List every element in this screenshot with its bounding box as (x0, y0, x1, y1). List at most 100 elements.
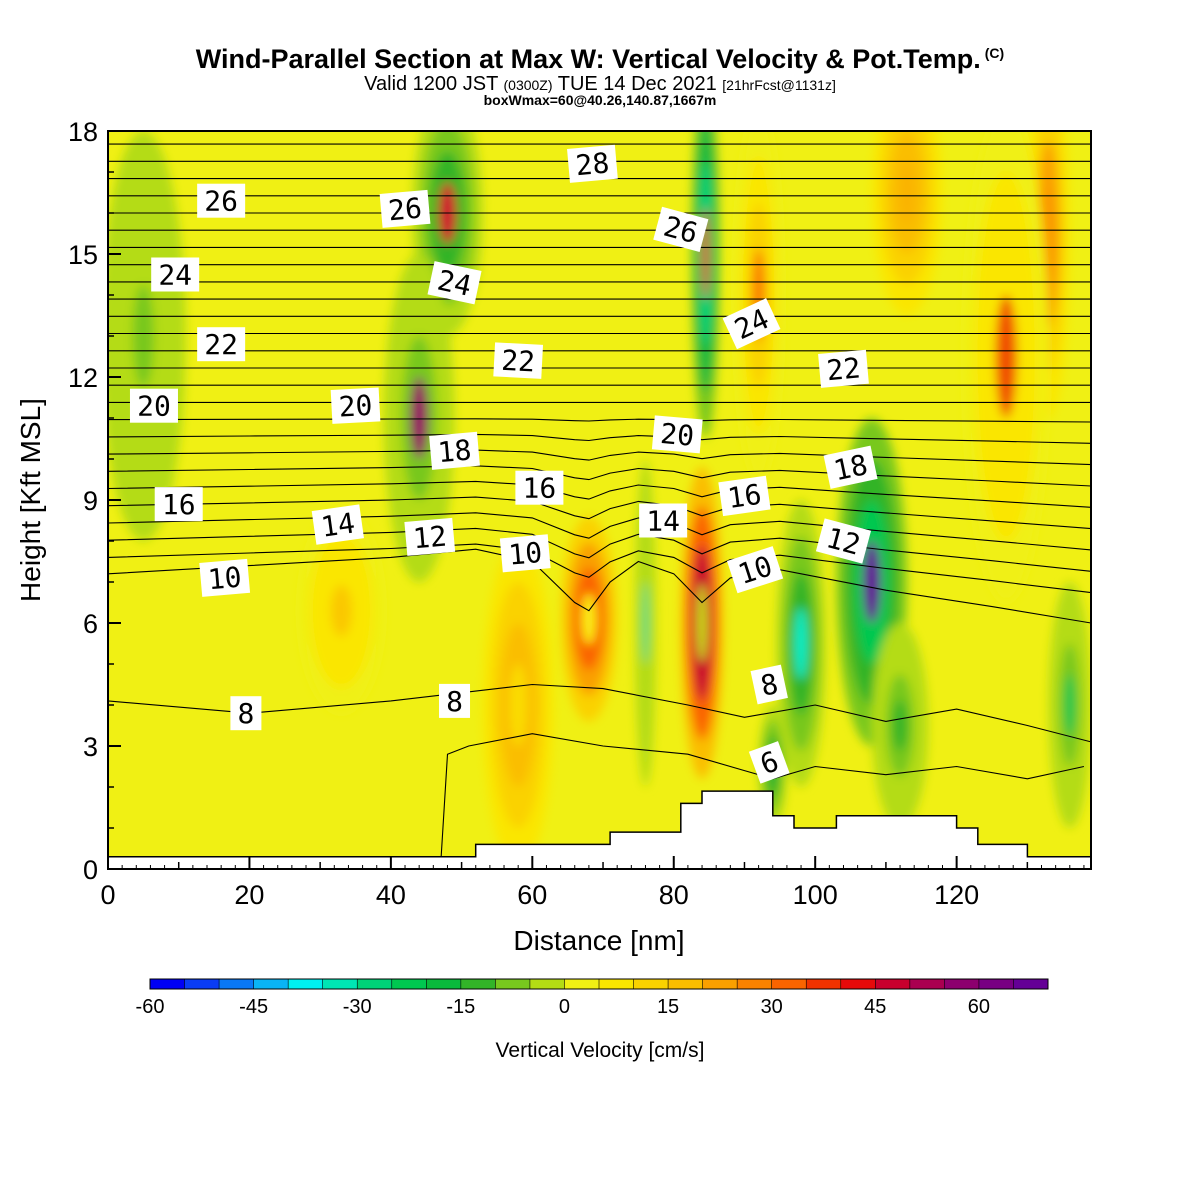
contour-label-box (653, 206, 709, 253)
contour-label: 6 (748, 741, 790, 784)
contour-label-box (718, 475, 771, 517)
colorbar-swatch (184, 979, 220, 989)
colorbar-swatch (150, 979, 186, 989)
contour-label-box (748, 741, 790, 784)
colorbar-swatch (391, 979, 427, 989)
velocity-cell (410, 377, 429, 459)
contour-label: 24 (151, 257, 200, 292)
colorbar-tick-label: -60 (136, 996, 165, 1018)
colorbar-tick-label: 0 (559, 996, 570, 1018)
contour-label-box (515, 470, 564, 505)
contour-label: 14 (311, 504, 364, 545)
y-tick-label: 6 (83, 609, 98, 639)
y-tick-label: 18 (68, 117, 98, 147)
velocity-cell (642, 582, 649, 664)
contour-label: 22 (493, 342, 544, 379)
contour-label-text: 18 (436, 433, 472, 469)
contour-label-text: 24 (434, 264, 474, 303)
contour-label-text: 22 (500, 344, 535, 379)
contour-label-text: 22 (825, 351, 861, 387)
velocity-cell (892, 699, 908, 752)
contour-label-box (639, 503, 688, 538)
contour-label-box (429, 431, 480, 470)
y-tick-label: 12 (68, 363, 98, 393)
contour-label-box (199, 558, 251, 597)
colorbar-swatch (909, 979, 945, 989)
contour-label-text: 16 (162, 488, 196, 521)
contour-label-box (197, 327, 246, 362)
colorbar-swatch (806, 979, 842, 989)
velocity-cell (696, 584, 708, 662)
terrain (108, 790, 1091, 869)
colorbar-swatch (599, 979, 635, 989)
theta-contour (108, 496, 1091, 530)
contour-label-box (129, 388, 178, 423)
contour-label-box (197, 183, 246, 218)
contour-label-text: 16 (726, 478, 764, 515)
contour-label-text: 20 (137, 390, 171, 423)
contour-label-text: 26 (387, 191, 423, 227)
contour-label: 18 (429, 431, 480, 470)
contour-label: 10 (499, 534, 551, 573)
velocity-field-background (108, 131, 1091, 869)
velocity-cell (862, 541, 881, 623)
contour-label-text: 22 (204, 328, 238, 361)
velocity-cell (995, 295, 1017, 418)
colorbar-tick-label: -15 (446, 996, 475, 1018)
contour-label: 22 (197, 327, 246, 362)
contour-label-text: 16 (523, 472, 557, 505)
colorbar-label: Vertical Velocity [cm/s] (496, 1039, 705, 1062)
contour-label: 18 (823, 445, 878, 489)
colorbar-swatch (357, 979, 393, 989)
contour-label-text: 8 (446, 685, 463, 718)
velocity-cell (1043, 187, 1054, 280)
contour-label: 12 (404, 517, 456, 556)
contour-label-box (151, 257, 200, 292)
x-tick-label: 40 (376, 880, 406, 910)
contour-label: 22 (818, 349, 869, 388)
contour-label-box (651, 415, 703, 454)
contour-label-box (567, 144, 618, 183)
colorbar-tick-label: 30 (761, 996, 783, 1018)
contour-label-box (750, 664, 788, 705)
chart-subtitle: Valid 1200 JST (0300Z) TUE 14 Dec 2021 [… (364, 73, 836, 95)
colorbar-swatch (978, 979, 1014, 989)
theta-contour-8 (108, 683, 1091, 743)
contour-label: 8 (439, 683, 471, 718)
contour-label-text: 12 (412, 519, 448, 555)
colorbar-swatch (219, 979, 255, 989)
y-tick-label: 3 (83, 732, 98, 762)
theta-contour (108, 480, 1091, 508)
colorbar-swatch (564, 979, 600, 989)
x-tick-label: 100 (793, 880, 838, 910)
velocity-cell (330, 585, 352, 637)
velocity-cell (581, 593, 596, 645)
contour-label-text: 8 (758, 667, 781, 703)
x-tick-label: 60 (517, 880, 547, 910)
contour-label: 26 (379, 189, 431, 228)
y-tick-label: 15 (68, 240, 98, 270)
contour-label-box (727, 546, 784, 594)
y-tick-label: 0 (83, 855, 98, 885)
velocity-cell (509, 664, 528, 746)
colorbar: -60 -45 -30 -15 0 15 30 45 60 (136, 978, 1049, 1018)
contour-label-box (404, 517, 456, 556)
contour-label: 26 (197, 183, 246, 218)
contour-label-text: 10 (507, 536, 543, 572)
colorbar-swatch (529, 979, 565, 989)
theta-contour (108, 433, 1091, 444)
contour-label-box (823, 445, 878, 489)
colorbar-tick-label: -30 (343, 996, 372, 1018)
contour-label: 20 (330, 387, 381, 424)
contour-label: 8 (750, 664, 788, 705)
contour-label-box (818, 349, 869, 388)
contour-label: 14 (639, 503, 688, 538)
colorbar-tick-label: 15 (657, 996, 679, 1018)
contour-label-text: 14 (646, 505, 680, 538)
contour-label-text: 8 (237, 697, 254, 730)
velocity-cell (794, 607, 808, 680)
contour-label: 8 (230, 696, 262, 731)
colorbar-swatch (253, 979, 289, 989)
colorbar-tick-label: 60 (968, 996, 990, 1018)
boxwmax-label: boxWmax=60@40.26,140.87,1667m (483, 92, 717, 108)
